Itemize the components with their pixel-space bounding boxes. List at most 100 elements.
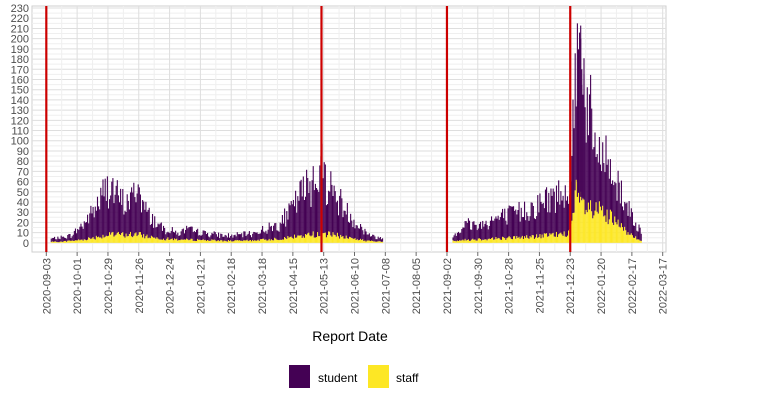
bar-student: [193, 231, 195, 241]
bar-student: [197, 228, 199, 239]
y-tick-label: 110: [11, 126, 29, 138]
bar-student: [286, 211, 288, 240]
bar-staff: [148, 237, 150, 243]
bar-student: [604, 172, 606, 216]
bar-student: [135, 202, 137, 233]
bar-student: [177, 232, 179, 241]
bar-staff: [561, 234, 563, 243]
bar-student: [151, 213, 154, 237]
bar-student: [580, 38, 582, 197]
bar-staff: [505, 239, 507, 243]
bar-student: [507, 208, 509, 238]
bar-student: [376, 239, 378, 242]
bar-student: [571, 155, 573, 221]
bar-student: [117, 195, 119, 232]
bar-staff: [292, 238, 294, 243]
bar-student: [365, 231, 367, 242]
bar-student: [120, 188, 122, 235]
bar-staff: [105, 235, 107, 243]
bar-staff: [554, 236, 556, 243]
bar-staff: [273, 240, 275, 243]
bar-staff: [73, 240, 75, 243]
bar-staff: [205, 240, 208, 243]
bar-staff: [290, 236, 292, 243]
bar-staff: [254, 240, 256, 243]
bar-student: [254, 232, 256, 241]
bar-staff: [291, 237, 293, 243]
bar-student: [565, 200, 567, 237]
bar-student: [105, 200, 107, 236]
bar-student: [236, 232, 238, 241]
bar-student: [361, 226, 363, 241]
bar-staff: [77, 240, 79, 243]
bar-staff: [166, 238, 168, 243]
bar-student: [187, 228, 189, 240]
bar-staff: [154, 237, 156, 243]
legend: student staff: [289, 365, 419, 388]
bar-student: [129, 192, 132, 232]
bar-staff: [592, 218, 594, 243]
bar-student: [484, 223, 486, 240]
y-tick-label: 180: [11, 54, 29, 66]
bar-staff: [285, 238, 287, 243]
bar-student: [116, 180, 118, 233]
bar-student: [277, 230, 279, 240]
bar-staff: [533, 238, 536, 243]
bar-staff: [376, 241, 378, 243]
bar-student: [173, 232, 176, 239]
bar-staff: [535, 237, 537, 243]
bar-student: [519, 221, 521, 239]
bar-student: [596, 154, 598, 212]
bar-student: [292, 199, 294, 239]
bar-student: [310, 206, 312, 237]
bar-student: [180, 231, 182, 240]
bar-staff: [142, 237, 144, 243]
bar-staff: [490, 238, 493, 243]
bar-student: [551, 195, 553, 234]
bar-student: [568, 203, 570, 231]
bar-student: [638, 224, 640, 240]
bar-student: [148, 207, 150, 238]
bar-staff: [66, 241, 68, 243]
bar-staff: [218, 240, 220, 243]
bar-staff: [235, 240, 237, 243]
bar-student: [304, 196, 307, 235]
bar-student: [488, 225, 490, 239]
bar-staff: [489, 238, 491, 243]
bar-staff: [315, 237, 318, 243]
y-tick-label: 60: [17, 177, 29, 189]
bar-student: [373, 234, 375, 242]
bar-staff: [514, 236, 516, 243]
bar-student: [372, 234, 374, 241]
bar-staff: [573, 212, 575, 243]
bar-staff: [188, 240, 190, 243]
x-tick-label: 2021-01-21: [195, 258, 207, 314]
bar-student: [346, 202, 348, 239]
bar-student: [103, 196, 105, 238]
bar-student: [211, 232, 213, 240]
bar-staff: [355, 240, 357, 243]
bar-student: [494, 218, 496, 240]
bar-student: [342, 217, 344, 236]
bar-student: [581, 69, 583, 197]
bar-staff: [511, 239, 514, 243]
bar-student: [170, 230, 172, 240]
bar-staff: [464, 238, 466, 243]
bar-student: [322, 178, 324, 234]
reference-lines: [45, 6, 572, 252]
y-tick-label: 160: [11, 74, 29, 86]
bar-staff: [574, 190, 576, 243]
bar-staff: [369, 241, 372, 243]
bar-student: [143, 201, 145, 235]
bar-staff: [568, 230, 570, 243]
bar-staff: [638, 239, 640, 243]
bar-student: [314, 183, 316, 238]
bar-student: [159, 223, 161, 240]
bar-student: [109, 199, 111, 233]
bar-staff: [625, 230, 627, 243]
bar-student: [618, 182, 620, 227]
bar-staff: [179, 240, 181, 243]
bar-student: [67, 235, 69, 241]
bar-student: [59, 239, 61, 242]
bar-student: [69, 233, 71, 241]
